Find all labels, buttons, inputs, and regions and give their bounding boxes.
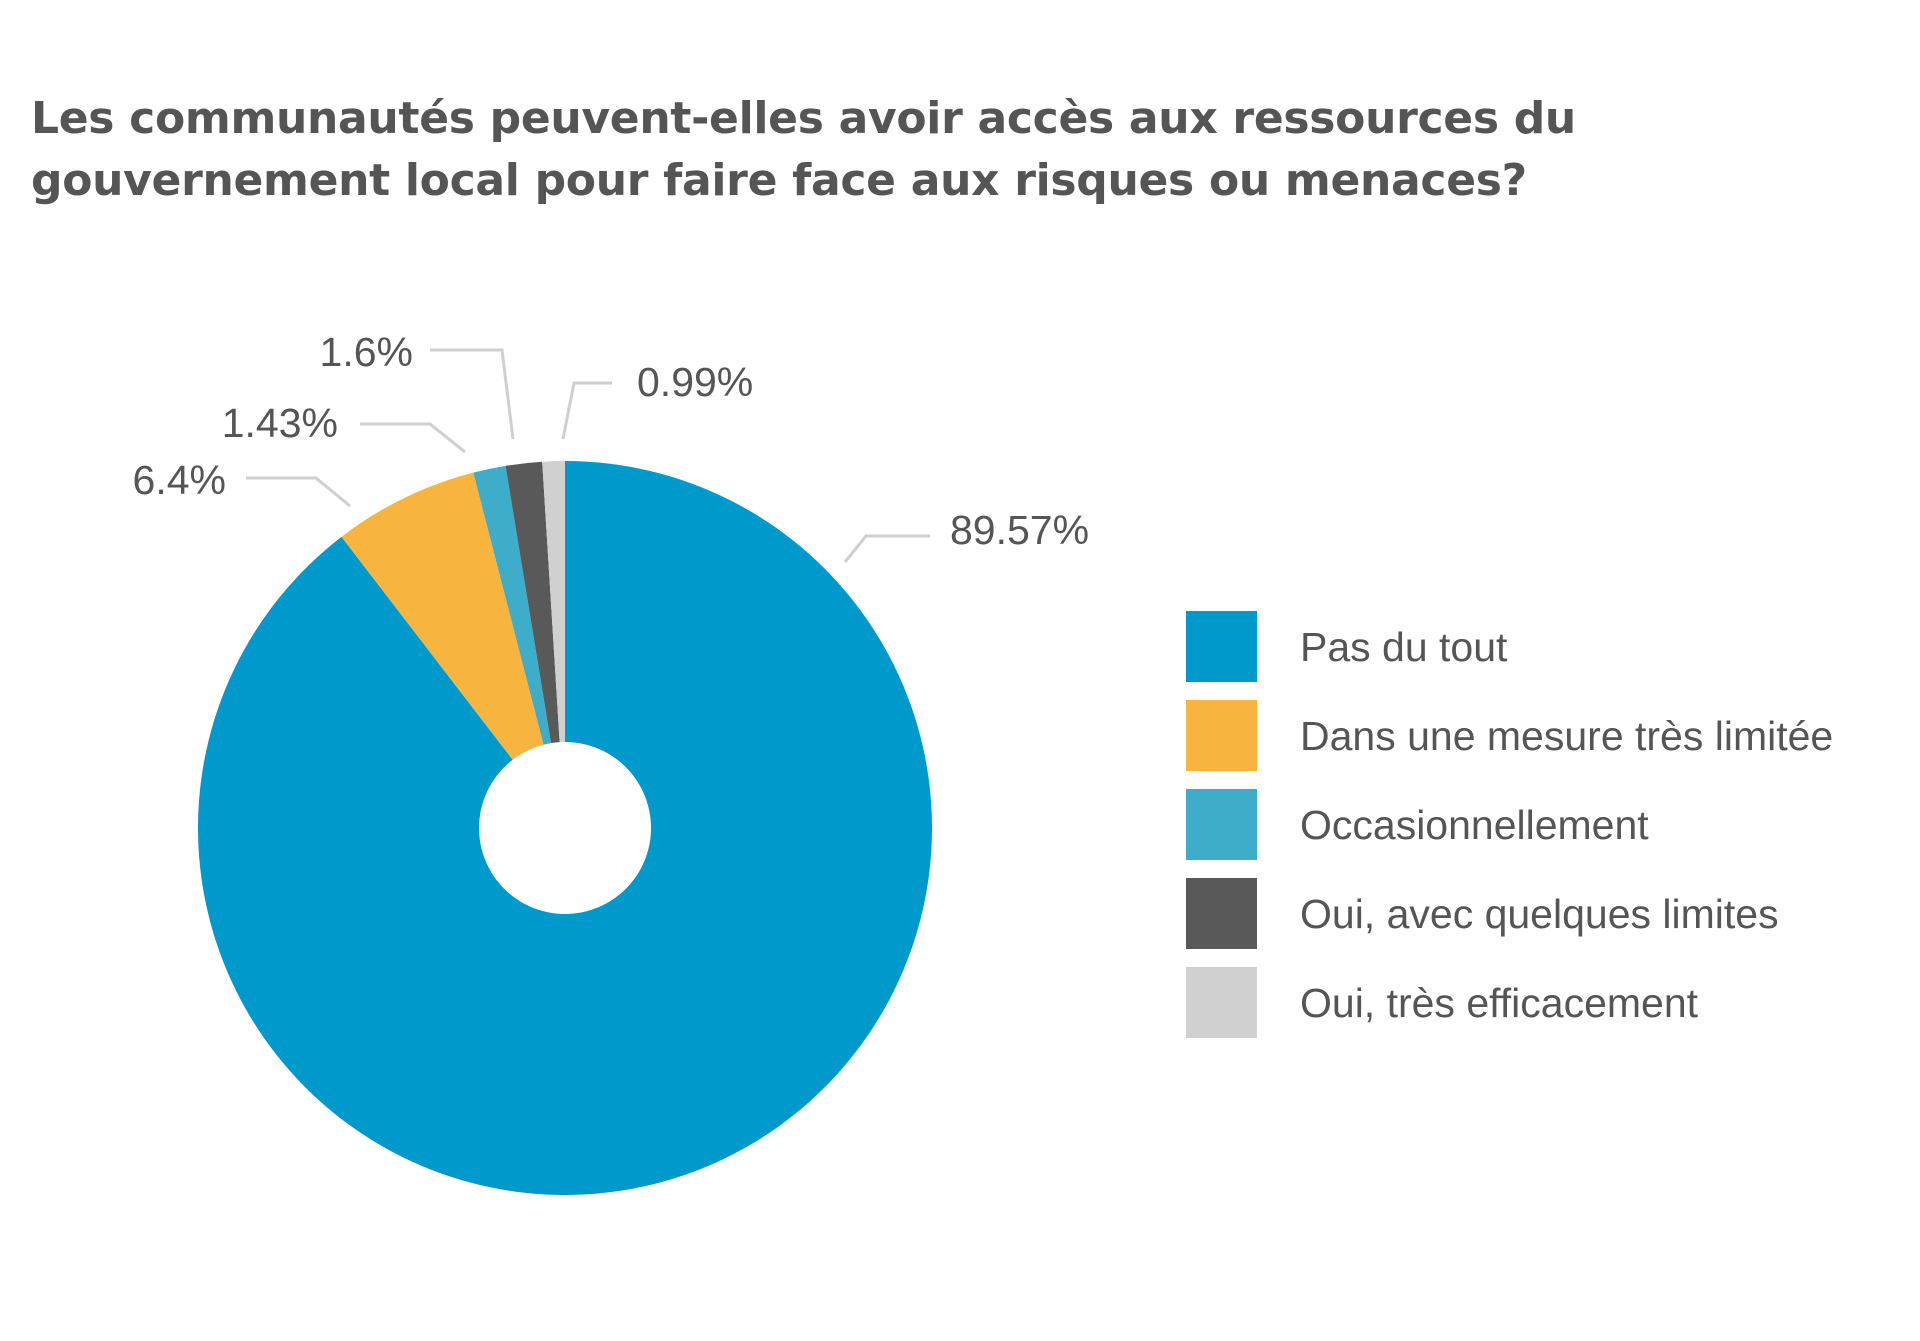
- leader-line-quelques-limites: [430, 348, 515, 440]
- legend-swatch-occasionnellement: [1186, 789, 1257, 860]
- chart-title: Les communautés peuvent-elles avoir accè…: [31, 88, 1731, 212]
- legend-swatch-tres-efficacement: [1186, 967, 1257, 1038]
- donut-slices: [197, 461, 932, 1195]
- data-label-tres-efficacement: 0.99%: [637, 359, 753, 405]
- chart-title-line-1: Les communautés peuvent-elles avoir accè…: [31, 93, 1576, 144]
- chart-title-line-2: gouvernement local pour faire face aux r…: [31, 155, 1527, 206]
- slice-quelques-limites: [505, 461, 560, 744]
- legend-item-quelques-limites: Oui, avec quelques limites: [1186, 878, 1906, 950]
- legend-item-tres-efficacement: Oui, très efficacement: [1186, 967, 1906, 1039]
- data-labels: 89.57% 6.4% 1.43% 1.6% 0.99%: [133, 329, 1090, 553]
- legend-label-quelques-limites: Oui, avec quelques limites: [1300, 891, 1779, 937]
- legend: Pas du tout Dans une mesure très limitée…: [1186, 611, 1906, 1056]
- legend-swatch-pas-du-tout: [1186, 611, 1257, 682]
- legend-swatch-tres-limitee: [1186, 700, 1257, 771]
- legend-label-tres-limitee: Dans une mesure très limitée: [1300, 713, 1834, 759]
- data-label-pas-du-tout: 89.57%: [950, 507, 1089, 553]
- slice-occasionnellement: [473, 465, 552, 745]
- data-label-occasionnellement: 1.43%: [222, 400, 338, 446]
- label-leader-lines: [246, 348, 930, 563]
- legend-item-pas-du-tout: Pas du tout: [1186, 611, 1906, 683]
- legend-item-tres-limitee: Dans une mesure très limitée: [1186, 700, 1906, 772]
- data-label-quelques-limites: 1.6%: [320, 329, 413, 375]
- leader-line-tres-limitee: [246, 476, 351, 508]
- slice-tres-efficacement: [542, 461, 565, 743]
- leader-line-pas-du-tout: [843, 534, 930, 563]
- leader-line-occasionnellement: [360, 422, 466, 454]
- slice-pas-du-tout: [197, 461, 932, 1195]
- slice-tres-limitee: [341, 472, 544, 760]
- data-label-tres-limitee: 6.4%: [133, 457, 226, 503]
- legend-label-pas-du-tout: Pas du tout: [1300, 624, 1508, 670]
- legend-item-occasionnellement: Occasionnellement: [1186, 789, 1906, 861]
- legend-label-tres-efficacement: Oui, très efficacement: [1300, 980, 1699, 1026]
- leader-line-tres-efficacement: [561, 381, 612, 440]
- legend-label-occasionnellement: Occasionnellement: [1300, 802, 1649, 848]
- legend-swatch-quelques-limites: [1186, 878, 1257, 949]
